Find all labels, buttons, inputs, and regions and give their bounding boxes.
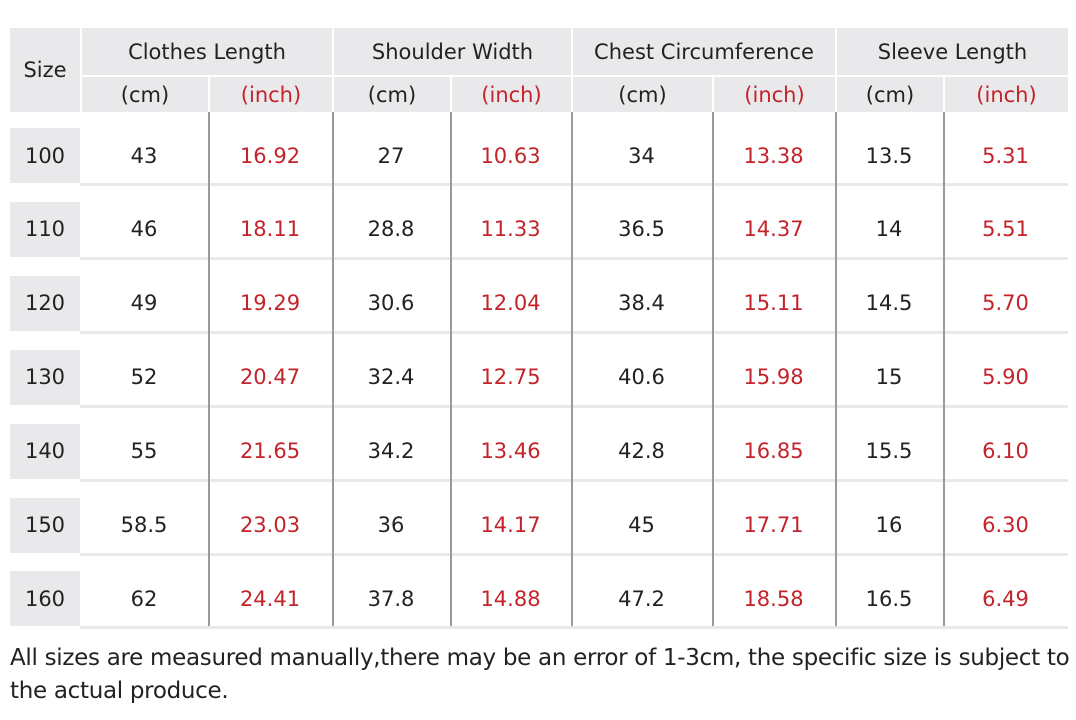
value-cell: 58.5 bbox=[120, 513, 168, 537]
value-cell: 18.58 bbox=[743, 586, 804, 611]
header-group: Sleeve Length bbox=[837, 28, 1068, 75]
value-cell: 14.88 bbox=[480, 586, 541, 611]
note: All sizes are measured manually,there ma… bbox=[10, 645, 1070, 704]
header-group: Chest Circumference bbox=[573, 28, 835, 75]
size-cell: 160 bbox=[10, 571, 80, 627]
row-separator bbox=[80, 404, 1068, 408]
header-unit: (cm) bbox=[837, 77, 943, 112]
value-cell: 38.4 bbox=[618, 291, 665, 316]
value-cell: 5.51 bbox=[982, 217, 1029, 242]
value-cell: 15.11 bbox=[743, 291, 804, 316]
value-cell: 18.11 bbox=[239, 217, 301, 242]
value-cell: 5.70 bbox=[982, 291, 1029, 316]
value-cell: 5.90 bbox=[982, 365, 1029, 390]
size-cell: 100 bbox=[10, 128, 80, 183]
value-cell: 30.6 bbox=[367, 291, 415, 316]
value-cell: 6.30 bbox=[982, 513, 1029, 537]
value-cell: 13.38 bbox=[743, 143, 804, 168]
value-cell: 17.71 bbox=[743, 513, 804, 537]
value-cell: 49 bbox=[130, 291, 158, 316]
column-divider bbox=[835, 112, 837, 627]
value-cell: 10.63 bbox=[480, 143, 541, 168]
value-cell: 23.03 bbox=[239, 513, 301, 537]
value-cell: 6.10 bbox=[982, 439, 1029, 464]
value-cell: 19.29 bbox=[239, 291, 301, 316]
header-unit: (cm) bbox=[573, 77, 712, 112]
value-cell: 27 bbox=[377, 143, 405, 168]
value-cell: 12.75 bbox=[480, 365, 541, 390]
value-cell: 21.65 bbox=[239, 439, 301, 464]
header-unit: (inch) bbox=[945, 77, 1068, 112]
value-cell: 15.5 bbox=[865, 439, 913, 464]
row-separator bbox=[80, 626, 1068, 630]
row-separator bbox=[80, 256, 1068, 260]
value-cell: 32.4 bbox=[367, 365, 415, 390]
value-cell: 15 bbox=[875, 365, 903, 390]
value-cell: 13.5 bbox=[865, 143, 913, 168]
column-divider bbox=[712, 112, 714, 627]
value-cell: 16.92 bbox=[239, 143, 301, 168]
value-cell: 14.5 bbox=[865, 291, 913, 316]
row-separator bbox=[80, 552, 1068, 556]
column-divider bbox=[943, 112, 945, 627]
column-divider bbox=[208, 112, 210, 627]
size-cell: 130 bbox=[10, 349, 80, 405]
header-unit: (cm) bbox=[334, 77, 450, 112]
row-separator bbox=[80, 478, 1068, 482]
value-cell: 12.04 bbox=[480, 291, 541, 316]
value-cell: 34 bbox=[628, 143, 655, 168]
column-divider bbox=[332, 112, 334, 627]
column-divider bbox=[450, 112, 452, 627]
value-cell: 6.49 bbox=[982, 586, 1029, 611]
value-cell: 36.5 bbox=[618, 217, 665, 242]
value-cell: 40.6 bbox=[618, 365, 665, 390]
header-size: Size bbox=[10, 28, 80, 112]
value-cell: 43 bbox=[130, 143, 158, 168]
value-cell: 14 bbox=[875, 217, 903, 242]
header-unit: (cm) bbox=[82, 77, 208, 112]
row-separator bbox=[80, 183, 1068, 186]
value-cell: 5.31 bbox=[982, 143, 1029, 168]
value-cell: 28.8 bbox=[367, 217, 415, 242]
value-cell: 55 bbox=[130, 439, 158, 464]
value-cell: 37.8 bbox=[367, 586, 415, 611]
header-unit: (inch) bbox=[452, 77, 571, 112]
value-cell: 11.33 bbox=[480, 217, 541, 242]
value-cell: 16.85 bbox=[743, 439, 804, 464]
row-separator bbox=[80, 330, 1068, 334]
value-cell: 45 bbox=[628, 513, 655, 537]
size-cell: 150 bbox=[10, 497, 80, 553]
size-cell: 110 bbox=[10, 201, 80, 257]
value-cell: 15.98 bbox=[743, 365, 804, 390]
value-cell: 52 bbox=[130, 365, 158, 390]
size-cell: 140 bbox=[10, 423, 80, 479]
value-cell: 36 bbox=[377, 513, 405, 537]
value-cell: 47.2 bbox=[618, 586, 665, 611]
value-cell: 14.37 bbox=[743, 217, 804, 242]
header-group: Shoulder Width bbox=[334, 28, 571, 75]
value-cell: 46 bbox=[130, 217, 158, 242]
value-cell: 16 bbox=[875, 513, 903, 537]
size-cell: 120 bbox=[10, 275, 80, 331]
header-unit: (inch) bbox=[714, 77, 835, 112]
value-cell: 13.46 bbox=[480, 439, 541, 464]
header-unit: (inch) bbox=[210, 77, 332, 112]
value-cell: 34.2 bbox=[367, 439, 415, 464]
header-group: Clothes Length bbox=[82, 28, 332, 75]
column-divider bbox=[571, 112, 573, 627]
value-cell: 16.5 bbox=[865, 586, 913, 611]
value-cell: 42.8 bbox=[618, 439, 665, 464]
value-cell: 24.41 bbox=[239, 586, 301, 611]
value-cell: 62 bbox=[130, 586, 158, 611]
value-cell: 14.17 bbox=[480, 513, 541, 537]
value-cell: 20.47 bbox=[239, 365, 301, 390]
